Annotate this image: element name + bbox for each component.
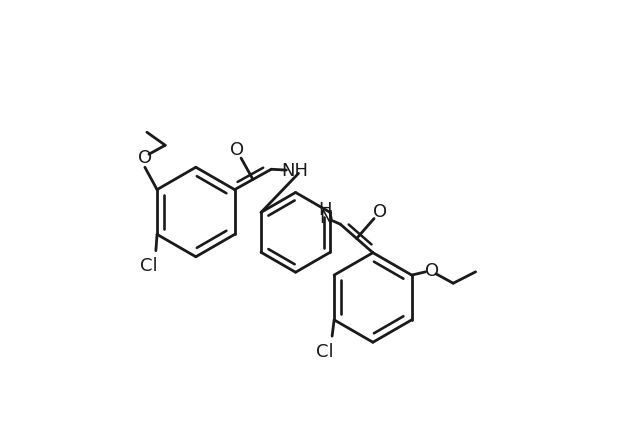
Text: Cl: Cl [316,343,333,361]
Text: O: O [230,141,244,159]
Text: O: O [425,262,439,280]
Text: O: O [373,203,387,221]
Text: NH: NH [281,162,308,180]
Text: N: N [319,209,333,227]
Text: O: O [138,149,152,167]
Text: Cl: Cl [140,257,157,275]
Text: H: H [318,201,332,218]
